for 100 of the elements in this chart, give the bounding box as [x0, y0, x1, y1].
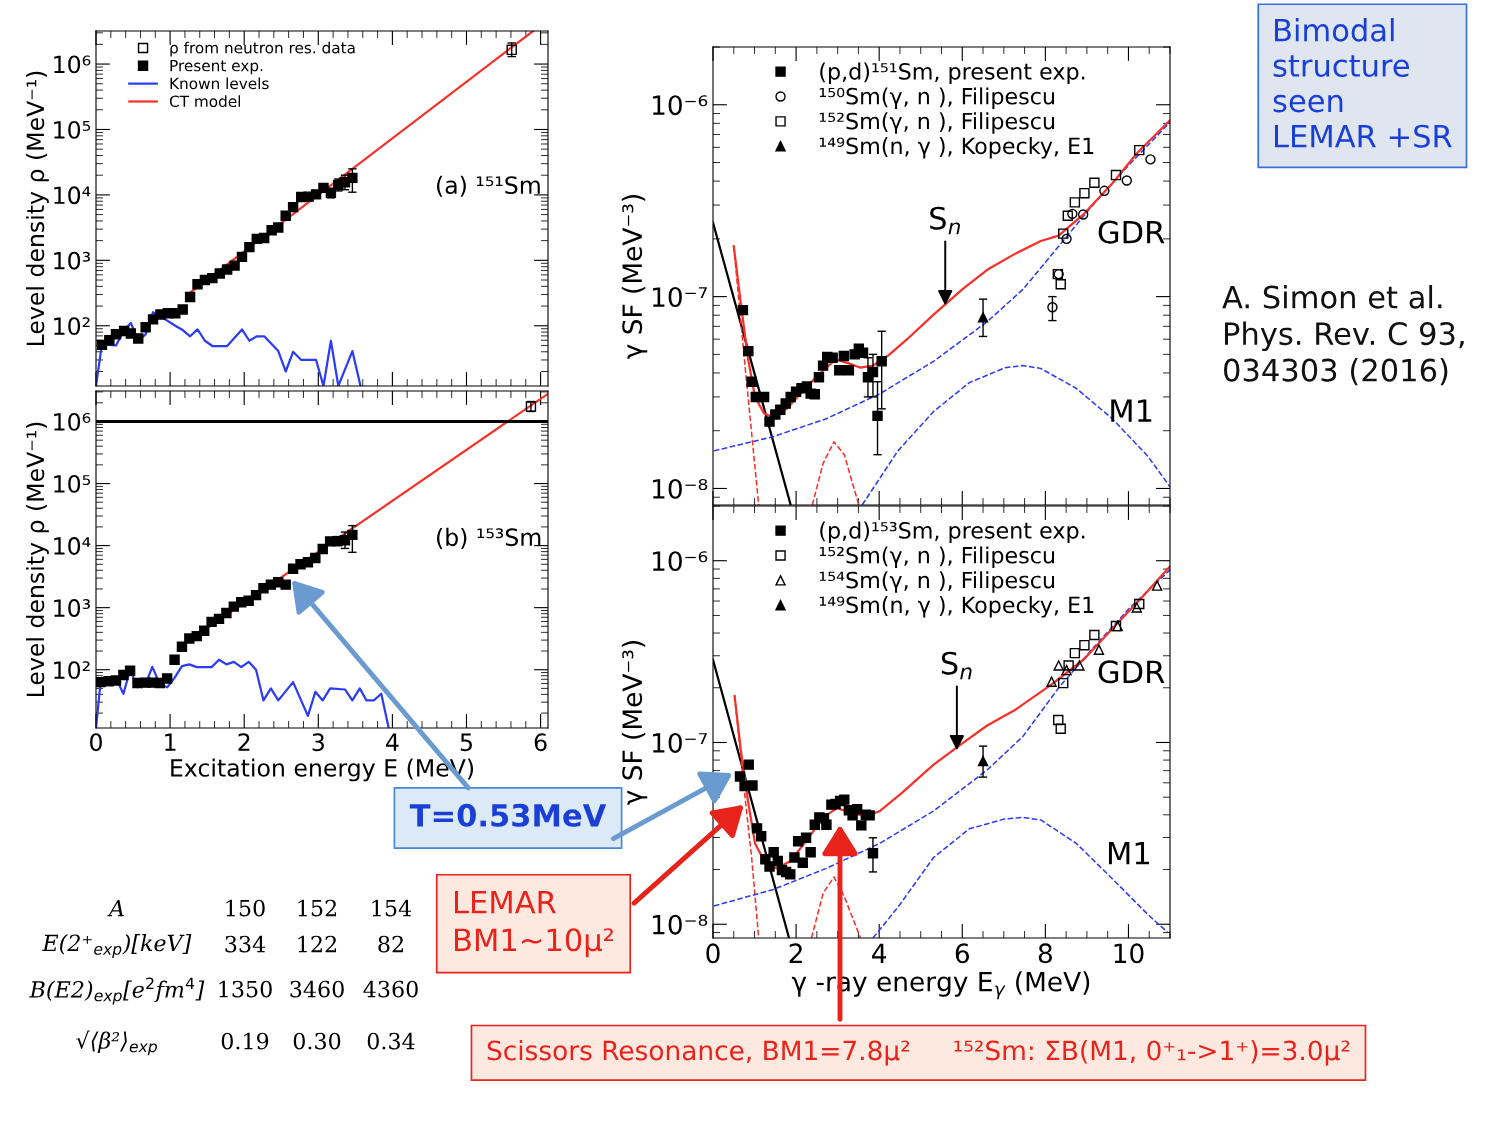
point: [273, 222, 284, 233]
point: [243, 595, 254, 607]
point: [746, 376, 757, 387]
y-tick-label: 10⁻⁶: [652, 551, 708, 572]
text: 3460: [290, 980, 344, 998]
point: [287, 201, 299, 213]
point: [1053, 714, 1064, 726]
text: 82: [378, 935, 403, 953]
text: 0.30: [293, 1032, 341, 1050]
text: 150: [226, 899, 265, 917]
point: [813, 372, 825, 383]
point: [1134, 598, 1145, 610]
point: [1074, 660, 1085, 671]
legend-label: Present exp.: [170, 60, 263, 75]
text: Bimodal structure seen LEMAR +SR: [1273, 18, 1452, 148]
y-tick-label: 10⁻⁶: [652, 95, 708, 116]
point: [1077, 209, 1089, 220]
text: A. Simon et al. Phys. Rev. C 93, 034303 (2016): [1222, 285, 1464, 386]
text: 0.34: [367, 1032, 415, 1050]
point: [198, 625, 210, 636]
text: 152: [298, 899, 337, 917]
point: [124, 665, 136, 677]
point: [872, 410, 883, 422]
point: [1089, 629, 1100, 641]
legend-label: (p,d)¹⁵¹Sm, present exp.: [820, 62, 1085, 85]
point: [1121, 175, 1133, 186]
text: √⟨β²⟩$_{exp}$: [76, 1030, 157, 1056]
text: B(E2)$_{exp}$[e$^{2}$fm$^{4}$]: [29, 977, 205, 1005]
text: 0.19: [221, 1032, 269, 1050]
x-tick-label: 2: [238, 733, 250, 751]
x-tick-label: 4: [872, 943, 887, 963]
point: [768, 847, 779, 858]
point: [1046, 676, 1057, 687]
x-tick-label: 0: [90, 733, 102, 752]
point: [821, 819, 832, 830]
x-tick-label: 6: [955, 943, 970, 964]
point: [184, 291, 196, 303]
point: [805, 847, 816, 858]
point: [1058, 228, 1069, 239]
point: [310, 552, 321, 564]
point: [1093, 644, 1105, 655]
y-tick-label: 10²: [54, 661, 90, 680]
y-tick-label: 10⁵: [54, 120, 91, 139]
y-tick-label: 10⁵: [54, 474, 91, 493]
legend-label: ¹⁵⁰Sm(γ, n ), Filipescu: [819, 87, 1055, 109]
y-tick-label: 10²: [54, 317, 90, 336]
point: [280, 210, 291, 221]
text: 334: [225, 935, 266, 953]
point: [851, 804, 863, 815]
point: [864, 810, 875, 821]
point: [856, 820, 867, 831]
point: [834, 365, 845, 376]
point: [839, 794, 850, 805]
legend-label: ¹⁵²Sm(γ, n ), Filipescu: [819, 546, 1055, 568]
text: (b) ¹⁵³Sm: [437, 527, 541, 549]
point: [817, 360, 829, 371]
point: [1131, 602, 1142, 613]
point: [1061, 233, 1072, 245]
x-tick-label: 1: [165, 733, 176, 751]
point: [1145, 154, 1156, 165]
legend-label: ¹⁴⁹Sm(n, γ ), Kopecky, E1: [819, 596, 1094, 618]
point: [1079, 187, 1090, 199]
text: 4360: [363, 980, 418, 998]
annotation: S$_{n}$: [930, 206, 960, 235]
text: T=0.53MeV: [409, 803, 607, 827]
point: [347, 172, 358, 184]
legend-label: Known levels: [170, 77, 269, 90]
y-tick-label: 10⁶: [54, 412, 91, 431]
x-tick-label: 4: [386, 733, 399, 751]
point: [1134, 144, 1145, 156]
point: [737, 304, 749, 316]
line-series: [872, 816, 1169, 938]
legend-label: CT model: [169, 95, 241, 108]
point: [743, 759, 754, 770]
y-tick-label: 10⁻⁷: [652, 287, 707, 308]
legend-label: ¹⁵²Sm(γ, n ), Filipescu: [819, 112, 1055, 134]
point: [1055, 279, 1066, 290]
text: E(2⁺$_{exp}$)[keV]: [42, 934, 192, 958]
text: 154: [372, 899, 412, 917]
point: [280, 579, 291, 590]
x-tick-label: 2: [789, 943, 802, 963]
y-axis-title: Level density ρ (MeV⁻¹): [26, 71, 49, 346]
y-axis-title: γ SF (MeV⁻³): [621, 641, 648, 805]
y-tick-label: 10³: [54, 599, 90, 617]
point: [800, 832, 812, 843]
line-series: [861, 364, 1170, 505]
x-tick-label: 5: [460, 733, 472, 752]
point: [797, 857, 808, 868]
point: [1062, 210, 1074, 221]
annotation: S$_{n}$: [941, 651, 972, 680]
point: [1099, 185, 1110, 197]
point: [1061, 664, 1072, 676]
point: [133, 333, 144, 344]
point: [838, 350, 850, 362]
point: [827, 352, 838, 363]
legend-label: (p,d)¹⁵³Sm, present exp.: [820, 521, 1085, 544]
text: LEMAR BM1~10μ²: [455, 890, 614, 958]
annotation: M1: [1111, 399, 1152, 422]
annotation: GDR: [1098, 660, 1165, 684]
y-tick-label: 10³: [54, 251, 90, 270]
